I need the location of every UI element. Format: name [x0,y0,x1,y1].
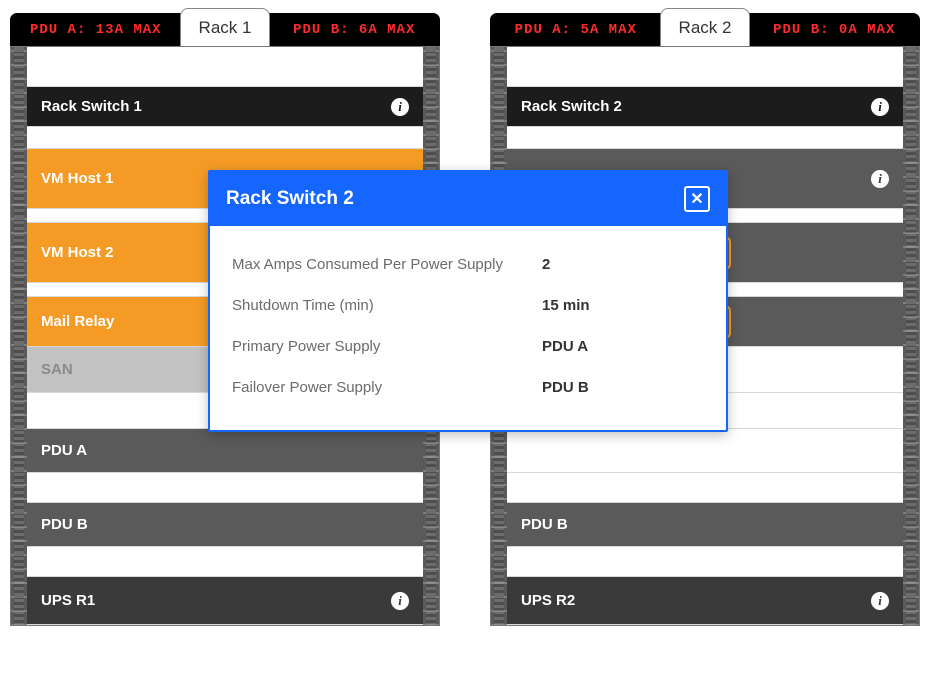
modal-row-val: 2 [542,256,550,273]
rack1-pdu-a-lcd: PDU A: 13A MAX [10,13,182,46]
rack1-blank-1 [27,127,423,149]
rack1-vmhost1-label: VM Host 1 [41,170,114,187]
rack1-tab[interactable]: Rack 1 [180,8,271,46]
rack2-switch[interactable]: Rack Switch 2 i [507,87,903,127]
close-icon: ✕ [690,189,703,209]
rack1-switch[interactable]: Rack Switch 1 i [27,87,423,127]
device-detail-modal: Rack Switch 2 ✕ Max Amps Consumed Per Po… [208,170,728,432]
rack1-pdub[interactable]: PDU B [27,503,423,547]
rack2-blank-top [507,47,903,87]
rack1-ups-label: UPS R1 [41,592,95,609]
rack1-blank-top [27,47,423,87]
modal-row: Failover Power Supply PDU B [232,367,704,408]
info-icon[interactable]: i [391,592,409,610]
info-icon[interactable]: i [871,592,889,610]
rack2-blank-1 [507,127,903,149]
rack1-pdu-b-lcd: PDU B: 6A MAX [268,13,440,46]
rack2-blank-3 [507,473,903,503]
rack2-tab[interactable]: Rack 2 [660,8,751,46]
rack2-blank-pdua-area [507,429,903,473]
rack2-pdu-a-lcd: PDU A: 5A MAX [490,13,662,46]
rack2-ups-label: UPS R2 [521,592,575,609]
modal-row: Shutdown Time (min) 15 min [232,285,704,326]
rack-2-tabs: PDU A: 5A MAX Rack 2 PDU B: 0A MAX [490,8,920,46]
rack1-ups[interactable]: UPS R1 i [27,577,423,625]
modal-row-val: 15 min [542,297,590,314]
rack1-vmhost2-label: VM Host 2 [41,244,114,261]
rack1-pdua[interactable]: PDU A [27,429,423,473]
modal-body: Max Amps Consumed Per Power Supply 2 Shu… [210,226,726,430]
info-icon[interactable]: i [391,98,409,116]
modal-row-key: Failover Power Supply [232,379,542,396]
rack-1-tabs: PDU A: 13A MAX Rack 1 PDU B: 6A MAX [10,8,440,46]
modal-close-button[interactable]: ✕ [684,186,710,212]
rack1-mail-label: Mail Relay [41,313,114,330]
rack2-rail-right [903,47,919,625]
rack2-blank-4 [507,547,903,577]
rack2-pdu-b-lcd: PDU B: 0A MAX [748,13,920,46]
modal-row-val: PDU A [542,338,588,355]
rack1-blank-4 [27,547,423,577]
rack2-pdub-label: PDU B [521,516,568,533]
rack1-switch-label: Rack Switch 1 [41,98,142,115]
rack1-san-label: SAN [41,361,73,378]
modal-row: Max Amps Consumed Per Power Supply 2 [232,244,704,285]
info-icon[interactable]: i [871,170,889,188]
info-icon[interactable]: i [871,98,889,116]
modal-row-key: Max Amps Consumed Per Power Supply [232,256,542,273]
modal-row-key: Primary Power Supply [232,338,542,355]
rack2-pdub[interactable]: PDU B [507,503,903,547]
rack1-blank-3 [27,473,423,503]
rack1-pdua-label: PDU A [41,442,87,459]
modal-title: Rack Switch 2 [226,188,354,210]
rack1-rail-left [11,47,27,625]
modal-row-val: PDU B [542,379,589,396]
modal-header: Rack Switch 2 ✕ [210,172,726,226]
rack2-switch-label: Rack Switch 2 [521,98,622,115]
rack1-pdub-label: PDU B [41,516,88,533]
rack2-ups[interactable]: UPS R2 i [507,577,903,625]
modal-row: Primary Power Supply PDU A [232,326,704,367]
modal-row-key: Shutdown Time (min) [232,297,542,314]
